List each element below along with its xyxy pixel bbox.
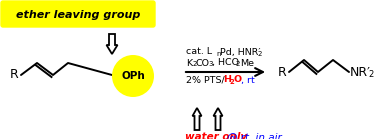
- Text: 2: 2: [236, 61, 240, 68]
- Text: 2: 2: [192, 61, 197, 68]
- Text: O: O: [234, 75, 242, 85]
- Text: NR′: NR′: [350, 65, 371, 79]
- FancyBboxPatch shape: [1, 1, 155, 27]
- Text: , rt: , rt: [241, 75, 255, 85]
- Text: water only: water only: [185, 132, 247, 139]
- Text: CO: CO: [196, 59, 210, 68]
- Text: 2: 2: [230, 79, 235, 85]
- Text: 3: 3: [208, 61, 212, 68]
- Text: K: K: [186, 59, 192, 68]
- FancyArrow shape: [192, 108, 201, 130]
- Text: OPh: OPh: [121, 71, 145, 81]
- Text: R: R: [277, 65, 287, 79]
- Text: R: R: [9, 69, 19, 81]
- Text: 2: 2: [368, 70, 373, 79]
- Text: cat. L: cat. L: [186, 48, 212, 56]
- FancyArrow shape: [214, 108, 223, 130]
- Text: Me: Me: [240, 59, 254, 68]
- FancyArrow shape: [107, 34, 118, 54]
- Text: ether leaving group: ether leaving group: [16, 10, 140, 20]
- Text: 2% PTS/: 2% PTS/: [186, 75, 225, 85]
- Text: , HCO: , HCO: [212, 59, 239, 68]
- Text: 2: 2: [258, 50, 262, 56]
- Text: @ rt, in air: @ rt, in air: [227, 132, 282, 139]
- Text: H: H: [223, 75, 231, 85]
- Circle shape: [112, 55, 154, 97]
- Text: Pd, HNR′: Pd, HNR′: [220, 48, 260, 56]
- Text: n: n: [216, 50, 220, 56]
